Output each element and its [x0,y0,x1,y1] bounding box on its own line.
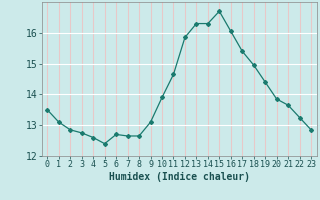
X-axis label: Humidex (Indice chaleur): Humidex (Indice chaleur) [109,172,250,182]
